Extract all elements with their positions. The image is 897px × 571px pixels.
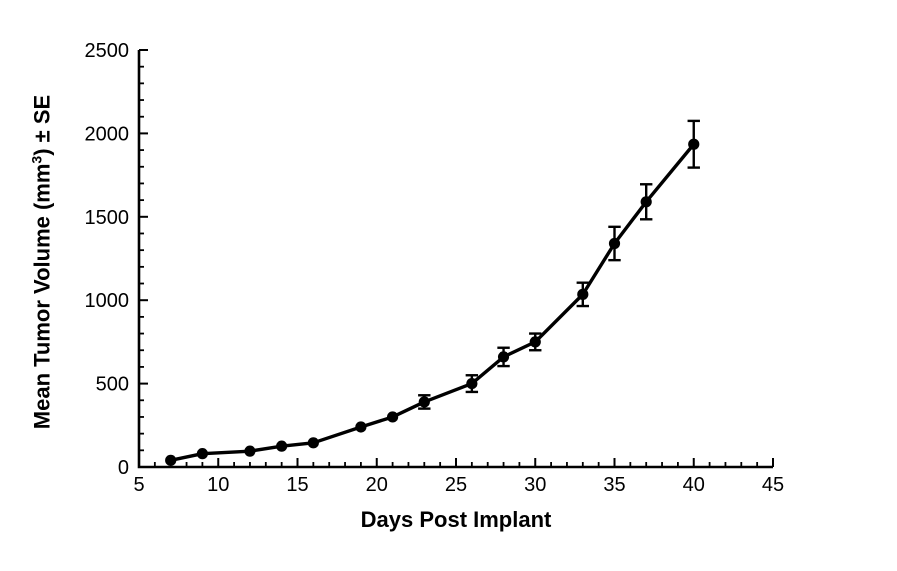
x-tick-label-35: 35 xyxy=(603,474,625,496)
data-point-day-40 xyxy=(688,138,700,150)
y-axis-ticks xyxy=(139,49,148,468)
x-tick-label-15: 15 xyxy=(286,474,308,496)
data-point-day-16 xyxy=(307,437,319,449)
error-bars xyxy=(418,119,700,410)
data-point-day-19 xyxy=(355,421,367,433)
data-point-day-35 xyxy=(608,237,621,250)
x-tick-label-30: 30 xyxy=(524,474,546,496)
data-point-day-23 xyxy=(418,396,430,408)
y-axis-title-text: Mean Tumor Volume (mm xyxy=(29,163,55,430)
axes xyxy=(137,50,773,469)
x-tick-label-40: 40 xyxy=(683,474,705,496)
series-polyline xyxy=(168,142,696,463)
y-tick-label-2500: 2500 xyxy=(85,40,130,62)
y-axis-tick-labels: 0 500 1000 1500 2000 2500 xyxy=(85,40,130,479)
y-axis-title-suffix: ) ± SE xyxy=(29,94,55,156)
x-tick-label-5: 5 xyxy=(133,474,144,496)
axis-spines xyxy=(137,50,773,469)
data-point-day-12 xyxy=(244,445,256,457)
y-tick-label-2000: 2000 xyxy=(85,123,130,145)
series-markers xyxy=(165,138,700,466)
y-axis-title: Mean Tumor Volume (mm3) ± SE xyxy=(28,95,55,429)
data-point-day-37 xyxy=(640,196,652,208)
data-point-day-30 xyxy=(529,336,541,348)
x-axis-ticks xyxy=(138,458,774,467)
x-axis-title: Days Post Implant xyxy=(360,507,552,532)
x-tick-label-25: 25 xyxy=(445,474,467,496)
y-tick-label-0: 0 xyxy=(118,457,129,479)
y-tick-label-500: 500 xyxy=(96,374,129,396)
x-tick-label-10: 10 xyxy=(207,474,229,496)
y-tick-label-1000: 1000 xyxy=(85,290,130,312)
data-point-day-33 xyxy=(577,288,589,300)
data-point-day-9 xyxy=(196,448,208,460)
x-axis-tick-labels: 5 10 15 20 25 30 35 40 45 xyxy=(133,474,784,496)
data-point-day-21 xyxy=(387,411,399,423)
data-point-day-7 xyxy=(165,454,177,466)
y-tick-label-1500: 1500 xyxy=(85,207,130,229)
data-point-day-28 xyxy=(497,351,510,363)
x-tick-label-45: 45 xyxy=(762,474,784,496)
series-line xyxy=(168,142,696,463)
x-tick-label-20: 20 xyxy=(366,474,388,496)
y-axis-title-superscript: 3 xyxy=(28,155,45,164)
data-point-day-14 xyxy=(276,440,288,452)
data-point-day-26 xyxy=(466,378,478,390)
